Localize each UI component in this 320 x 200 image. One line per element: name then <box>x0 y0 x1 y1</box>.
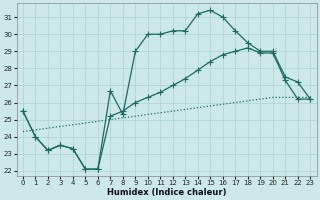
X-axis label: Humidex (Indice chaleur): Humidex (Indice chaleur) <box>107 188 226 197</box>
